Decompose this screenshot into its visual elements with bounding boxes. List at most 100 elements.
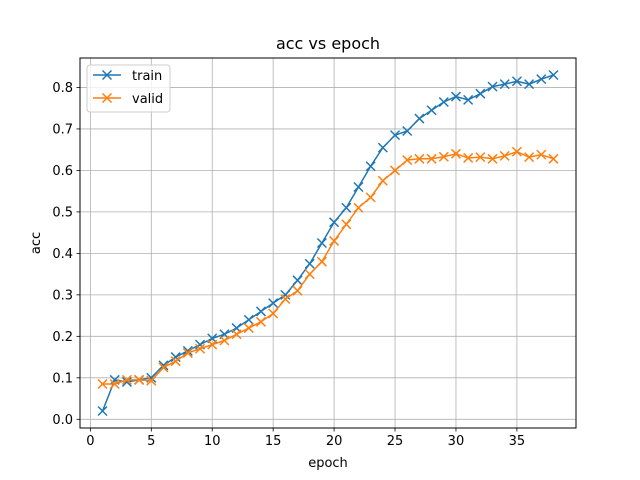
data-point-valid-stroke-b: [414, 153, 425, 164]
data-point-train-stroke-b: [499, 79, 510, 90]
data-point-train: [463, 94, 474, 105]
data-point-valid-stroke-b: [341, 219, 352, 230]
legend-label-valid: valid: [132, 92, 163, 107]
data-point-valid: [316, 256, 327, 267]
data-point-train-stroke-b: [109, 374, 120, 385]
legend-x-train: [101, 69, 113, 81]
data-point-train-stroke-b: [389, 130, 401, 141]
x-tick-label: 10: [204, 434, 221, 449]
data-point-valid-stroke-b: [450, 148, 461, 159]
data-point-valid-stroke-b: [182, 347, 193, 358]
data-point-valid: [438, 151, 449, 162]
y-tick-label: 0.6: [52, 164, 73, 179]
data-point-train-stroke-b: [438, 96, 449, 107]
data-point-valid: [134, 374, 145, 385]
y-tick-label: 0.4: [52, 247, 73, 262]
data-point-valid-stroke-b: [463, 152, 474, 163]
data-point-valid-stroke-b: [536, 149, 547, 160]
data-point-train: [316, 237, 327, 249]
data-point-train: [268, 298, 279, 309]
data-point-valid-stroke-b: [389, 165, 401, 176]
data-point-train: [536, 74, 547, 85]
data-point-valid-stroke-b: [268, 308, 279, 319]
data-point-valid: [158, 362, 169, 373]
data-point-train: [158, 360, 169, 371]
data-point-train-stroke-b: [292, 275, 303, 286]
data-point-train: [341, 202, 352, 213]
data-point-valid-stroke-b: [109, 379, 120, 390]
y-tick-label: 0.2: [52, 330, 73, 345]
data-point-valid: [268, 308, 279, 319]
data-point-train-stroke-b: [243, 314, 254, 325]
data-point-valid-stroke-b: [255, 316, 267, 327]
y-axis-label: acc: [29, 232, 44, 254]
data-point-train: [402, 125, 413, 137]
y-tick-label: 0.8: [52, 81, 73, 96]
data-point-train-stroke-b: [536, 74, 547, 85]
data-point-valid-stroke-b: [329, 235, 340, 246]
data-point-valid-stroke-b: [499, 150, 510, 161]
data-point-train-stroke-b: [426, 105, 437, 116]
data-point-train-stroke-b: [195, 339, 206, 350]
x-tick-label: 25: [387, 434, 404, 449]
data-point-train-stroke-b: [182, 345, 193, 356]
data-point-valid: [450, 148, 461, 159]
data-point-train-stroke-b: [463, 94, 474, 105]
data-point-valid: [341, 219, 352, 230]
data-point-train: [97, 405, 108, 417]
data-point-train: [121, 376, 132, 387]
data-point-train-stroke-b: [316, 237, 327, 249]
data-point-valid: [170, 356, 181, 367]
data-point-valid-stroke-b: [377, 175, 388, 186]
data-point-valid-stroke-b: [97, 379, 108, 390]
data-point-valid: [426, 153, 437, 164]
data-point-train-stroke-b: [304, 258, 315, 269]
legend: train valid: [86, 64, 171, 113]
data-point-train-stroke-b: [450, 91, 461, 102]
data-point-valid: [182, 347, 193, 358]
x-tick-label: 35: [509, 434, 526, 449]
data-point-valid-stroke-b: [280, 293, 291, 305]
data-point-train: [499, 79, 510, 90]
data-point-valid: [304, 269, 315, 280]
data-point-valid: [414, 153, 425, 164]
data-point-valid-stroke-b: [438, 151, 449, 162]
data-point-valid-stroke-b: [365, 192, 376, 203]
x-tick-label: 0: [86, 434, 94, 449]
series-valid: [97, 146, 559, 390]
data-point-valid: [511, 146, 522, 157]
data-point-valid: [548, 153, 559, 164]
data-point-valid-stroke-b: [316, 256, 327, 267]
data-point-train-stroke-b: [97, 405, 108, 417]
y-tick-label: 0.0: [52, 413, 73, 428]
data-point-valid-stroke-b: [207, 339, 218, 350]
legend-x-valid: [101, 92, 113, 104]
data-point-valid: [243, 323, 254, 334]
data-point-train: [292, 275, 303, 286]
data-point-train: [475, 88, 486, 99]
data-point-train: [182, 345, 193, 356]
data-point-valid-stroke-b: [487, 153, 498, 164]
ticks: 0 5 10 15 20 25 30 35 0.0 0.1 0.2 0.3 0.4 0.5 0.6 0.7 0.…: [52, 81, 525, 449]
data-point-train-stroke-b: [268, 298, 279, 309]
data-point-valid: [207, 339, 218, 350]
data-point-valid: [146, 375, 157, 386]
data-point-train: [255, 306, 267, 317]
data-point-train: [426, 105, 437, 116]
data-point-train: [377, 142, 388, 153]
data-point-valid: [97, 379, 108, 390]
data-point-train: [438, 96, 449, 107]
data-point-valid: [463, 152, 474, 163]
data-point-valid: [487, 153, 498, 164]
data-point-train: [304, 258, 315, 269]
data-point-train: [548, 69, 559, 81]
data-point-valid: [499, 150, 510, 161]
y-tick-label: 0.1: [52, 371, 73, 386]
data-point-train-stroke-b: [255, 306, 267, 317]
data-point-valid-stroke-b: [524, 152, 535, 163]
data-point-train: [243, 314, 254, 325]
data-point-valid-stroke-b: [548, 153, 559, 164]
data-point-train-stroke-b: [365, 161, 376, 172]
data-point-valid: [219, 335, 230, 346]
data-point-train-stroke-b: [487, 81, 498, 92]
